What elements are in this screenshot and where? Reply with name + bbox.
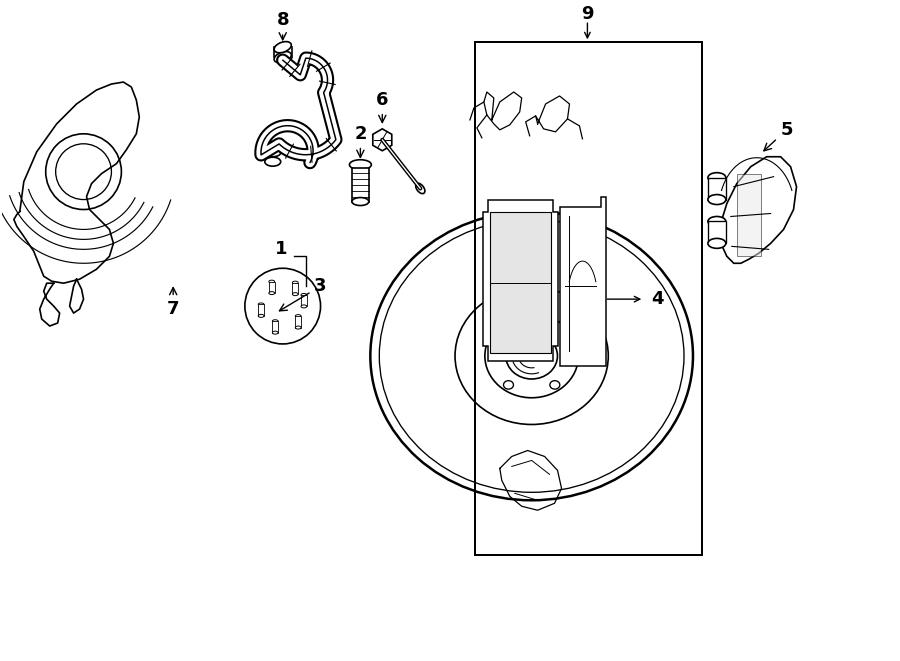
Text: 5: 5 <box>764 121 793 151</box>
Ellipse shape <box>292 293 298 295</box>
Ellipse shape <box>550 381 560 389</box>
Ellipse shape <box>708 194 725 204</box>
Text: 1: 1 <box>274 241 287 258</box>
Ellipse shape <box>258 303 264 306</box>
Polygon shape <box>273 321 278 332</box>
Ellipse shape <box>485 314 579 398</box>
Ellipse shape <box>349 160 372 170</box>
Ellipse shape <box>273 331 278 334</box>
Polygon shape <box>258 305 264 316</box>
Ellipse shape <box>506 332 557 379</box>
Polygon shape <box>719 157 796 263</box>
Bar <box>490 212 551 353</box>
Polygon shape <box>708 221 725 243</box>
Text: 2: 2 <box>354 125 366 157</box>
Ellipse shape <box>352 198 369 206</box>
Ellipse shape <box>295 326 302 329</box>
Ellipse shape <box>455 288 608 424</box>
Ellipse shape <box>258 315 264 317</box>
Circle shape <box>245 268 320 344</box>
Ellipse shape <box>708 173 725 182</box>
Polygon shape <box>301 295 307 307</box>
Polygon shape <box>373 129 392 151</box>
Ellipse shape <box>265 149 281 157</box>
Ellipse shape <box>526 316 536 325</box>
Ellipse shape <box>708 239 725 249</box>
Ellipse shape <box>379 219 684 492</box>
Text: 6: 6 <box>376 91 389 122</box>
Ellipse shape <box>370 212 693 500</box>
Ellipse shape <box>416 183 425 194</box>
Text: 3: 3 <box>280 277 327 311</box>
Ellipse shape <box>301 305 307 308</box>
Text: 8: 8 <box>276 11 289 40</box>
Text: 7: 7 <box>166 288 179 318</box>
Ellipse shape <box>265 157 281 166</box>
Polygon shape <box>352 168 369 202</box>
Ellipse shape <box>301 293 307 296</box>
Polygon shape <box>708 178 725 200</box>
Ellipse shape <box>295 315 302 318</box>
Ellipse shape <box>708 217 725 227</box>
Polygon shape <box>292 283 298 294</box>
Polygon shape <box>295 316 302 328</box>
Ellipse shape <box>564 340 574 349</box>
Ellipse shape <box>274 42 292 53</box>
Polygon shape <box>269 282 274 293</box>
Ellipse shape <box>269 280 274 283</box>
Ellipse shape <box>292 281 298 284</box>
Text: 4: 4 <box>651 290 663 308</box>
Ellipse shape <box>269 292 274 295</box>
Ellipse shape <box>274 52 292 63</box>
Ellipse shape <box>503 381 514 389</box>
Polygon shape <box>483 200 557 361</box>
Ellipse shape <box>273 320 278 323</box>
Ellipse shape <box>490 340 500 349</box>
Polygon shape <box>737 174 760 256</box>
Circle shape <box>46 134 122 210</box>
Bar <box>475 42 702 555</box>
Text: 9: 9 <box>581 5 594 23</box>
Polygon shape <box>560 196 607 366</box>
